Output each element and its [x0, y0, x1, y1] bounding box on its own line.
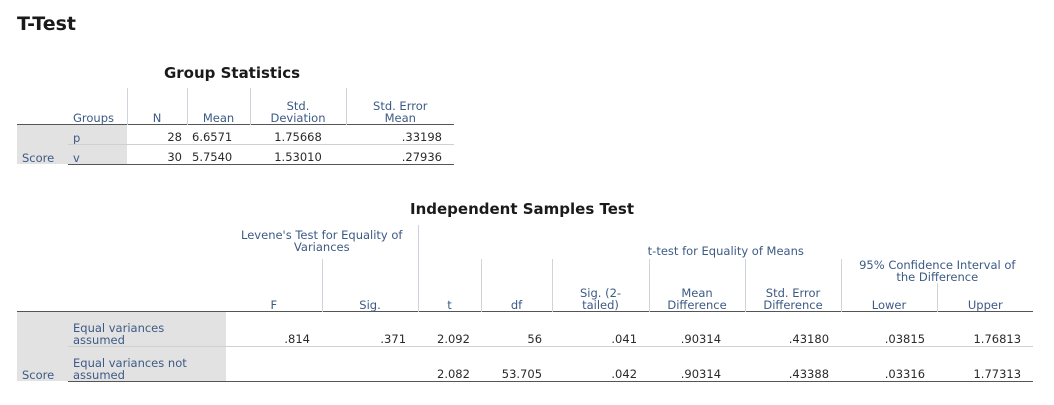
cell-mean-difference: .90314: [649, 310, 746, 346]
table-row: Equal variances not assumed 2.082 53.705 …: [17, 345, 1034, 382]
header-df: df: [480, 283, 553, 311]
cell-std-error-difference: .43388: [745, 345, 842, 382]
label-line2: assumed: [73, 367, 125, 381]
header-levene: Levene's Test for Equality of Variances: [226, 225, 418, 259]
independent-samples-title: Independent Samples Test: [409, 200, 634, 218]
cell-sig-2-tailed: .042: [552, 345, 650, 382]
cell-sig-2-tailed: .041: [552, 310, 650, 346]
header-blank: [551, 259, 650, 283]
header-blank: [648, 259, 746, 283]
cell-t: 2.092: [418, 310, 482, 346]
header-lower: Lower: [840, 283, 938, 311]
header-mean-difference: Mean Difference: [648, 283, 746, 311]
cell-df: 56: [481, 310, 553, 346]
std-dev-line1: Std.: [286, 98, 310, 113]
header-f: F: [270, 297, 278, 311]
header-sig: Sig.: [321, 283, 419, 311]
header-blank: [68, 283, 226, 311]
sig2-line1: Sig. (2-: [579, 285, 622, 300]
table-row: Score Equal variances assumed .814 .371 2…: [17, 310, 1034, 381]
se-diff-line2: Difference: [763, 297, 823, 311]
cell-f: [226, 345, 322, 382]
ci-line2: the Difference: [896, 270, 979, 283]
row-assumption-label: Equal variances not assumed: [68, 345, 226, 382]
label-line2: assumed: [73, 332, 125, 346]
header-blank: [321, 259, 419, 283]
cell-std-error-difference: .43180: [745, 310, 842, 346]
cell-sig: [322, 345, 419, 382]
levene-line2: Variances: [293, 240, 350, 254]
cell-n: 30: [127, 143, 187, 165]
cell-upper: 1.76813: [937, 310, 1034, 346]
label-line1: Equal variances: [73, 320, 165, 335]
header-blank: [744, 259, 842, 283]
row-group-label: v: [68, 143, 127, 165]
header-mean: Mean: [186, 88, 250, 124]
cell-sig: .371: [322, 310, 419, 346]
row-variable-label: Score: [17, 310, 68, 381]
header-n: N: [126, 88, 187, 124]
header-sig-2-tailed: Sig. (2- tailed): [551, 283, 650, 311]
header-groups: Groups: [73, 110, 115, 124]
cell-std-dev: 1.53010: [250, 143, 346, 165]
sig2-line2: tailed): [582, 297, 619, 311]
header-blank: [68, 225, 226, 259]
std-dev-line2: Deviation: [270, 110, 326, 124]
independent-samples-table: Levene's Test for Equality of Variances t…: [17, 225, 1034, 382]
cell-mean: 6.6571: [187, 123, 250, 144]
table-row: Score p 28 6.6571 1.75668 .33198: [17, 123, 454, 164]
row-variable-label: Score: [17, 123, 68, 164]
mean-diff-line1: Mean: [681, 285, 713, 300]
group-statistics-table: Groups N Mean Std. Deviation Std. Error Me…: [17, 88, 454, 165]
header-ttest: t-test for Equality of Means: [417, 225, 1034, 259]
label-line1: Equal variances not: [73, 355, 187, 370]
cell-std-dev: 1.75668: [250, 123, 346, 144]
ci-line1: 95% Confidence Interval of: [859, 259, 1016, 272]
header-t: t: [417, 283, 482, 311]
cell-upper: 1.77313: [937, 345, 1034, 382]
cell-std-err: .27936: [346, 143, 454, 165]
std-err-line2: Mean: [384, 110, 416, 124]
cell-lower: .03316: [841, 345, 938, 382]
cell-t: 2.082: [418, 345, 482, 382]
header-blank: [17, 88, 68, 124]
header-blank: [68, 259, 226, 283]
header-blank: [17, 259, 68, 283]
group-statistics-title: Group Statistics: [163, 64, 301, 82]
cell-mean-difference: .90314: [649, 345, 746, 382]
cell-std-err: .33198: [346, 123, 454, 144]
table-row: v 30 5.7540 1.53010 .27936: [17, 143, 454, 165]
levene-line1: Levene's Test for Equality of: [241, 228, 403, 242]
header-blank: [226, 259, 322, 283]
cell-f: .814: [226, 310, 322, 346]
page-title: T-Test: [17, 13, 76, 35]
header-std-error-difference: Std. Error Difference: [744, 283, 842, 311]
header-blank: [17, 283, 68, 311]
header-confidence-interval: 95% Confidence Interval of the Difference: [840, 259, 1034, 283]
cell-lower: .03815: [841, 310, 938, 346]
header-blank: [17, 225, 68, 259]
cell-mean: 5.7540: [187, 143, 250, 165]
cell-df: 53.705: [481, 345, 553, 382]
header-std-error-mean: Std. Error Mean: [345, 88, 454, 124]
header-blank: [417, 259, 482, 283]
header-std-deviation: Std. Deviation: [249, 88, 346, 124]
row-group-label: p: [68, 123, 127, 144]
header-upper: Upper: [936, 283, 1034, 311]
mean-diff-line2: Difference: [667, 297, 727, 311]
row-assumption-label: Equal variances assumed: [68, 310, 226, 346]
se-diff-line1: Std. Error: [765, 285, 821, 300]
cell-n: 28: [127, 123, 187, 144]
std-err-line1: Std. Error: [373, 98, 428, 113]
header-blank: [480, 259, 553, 283]
